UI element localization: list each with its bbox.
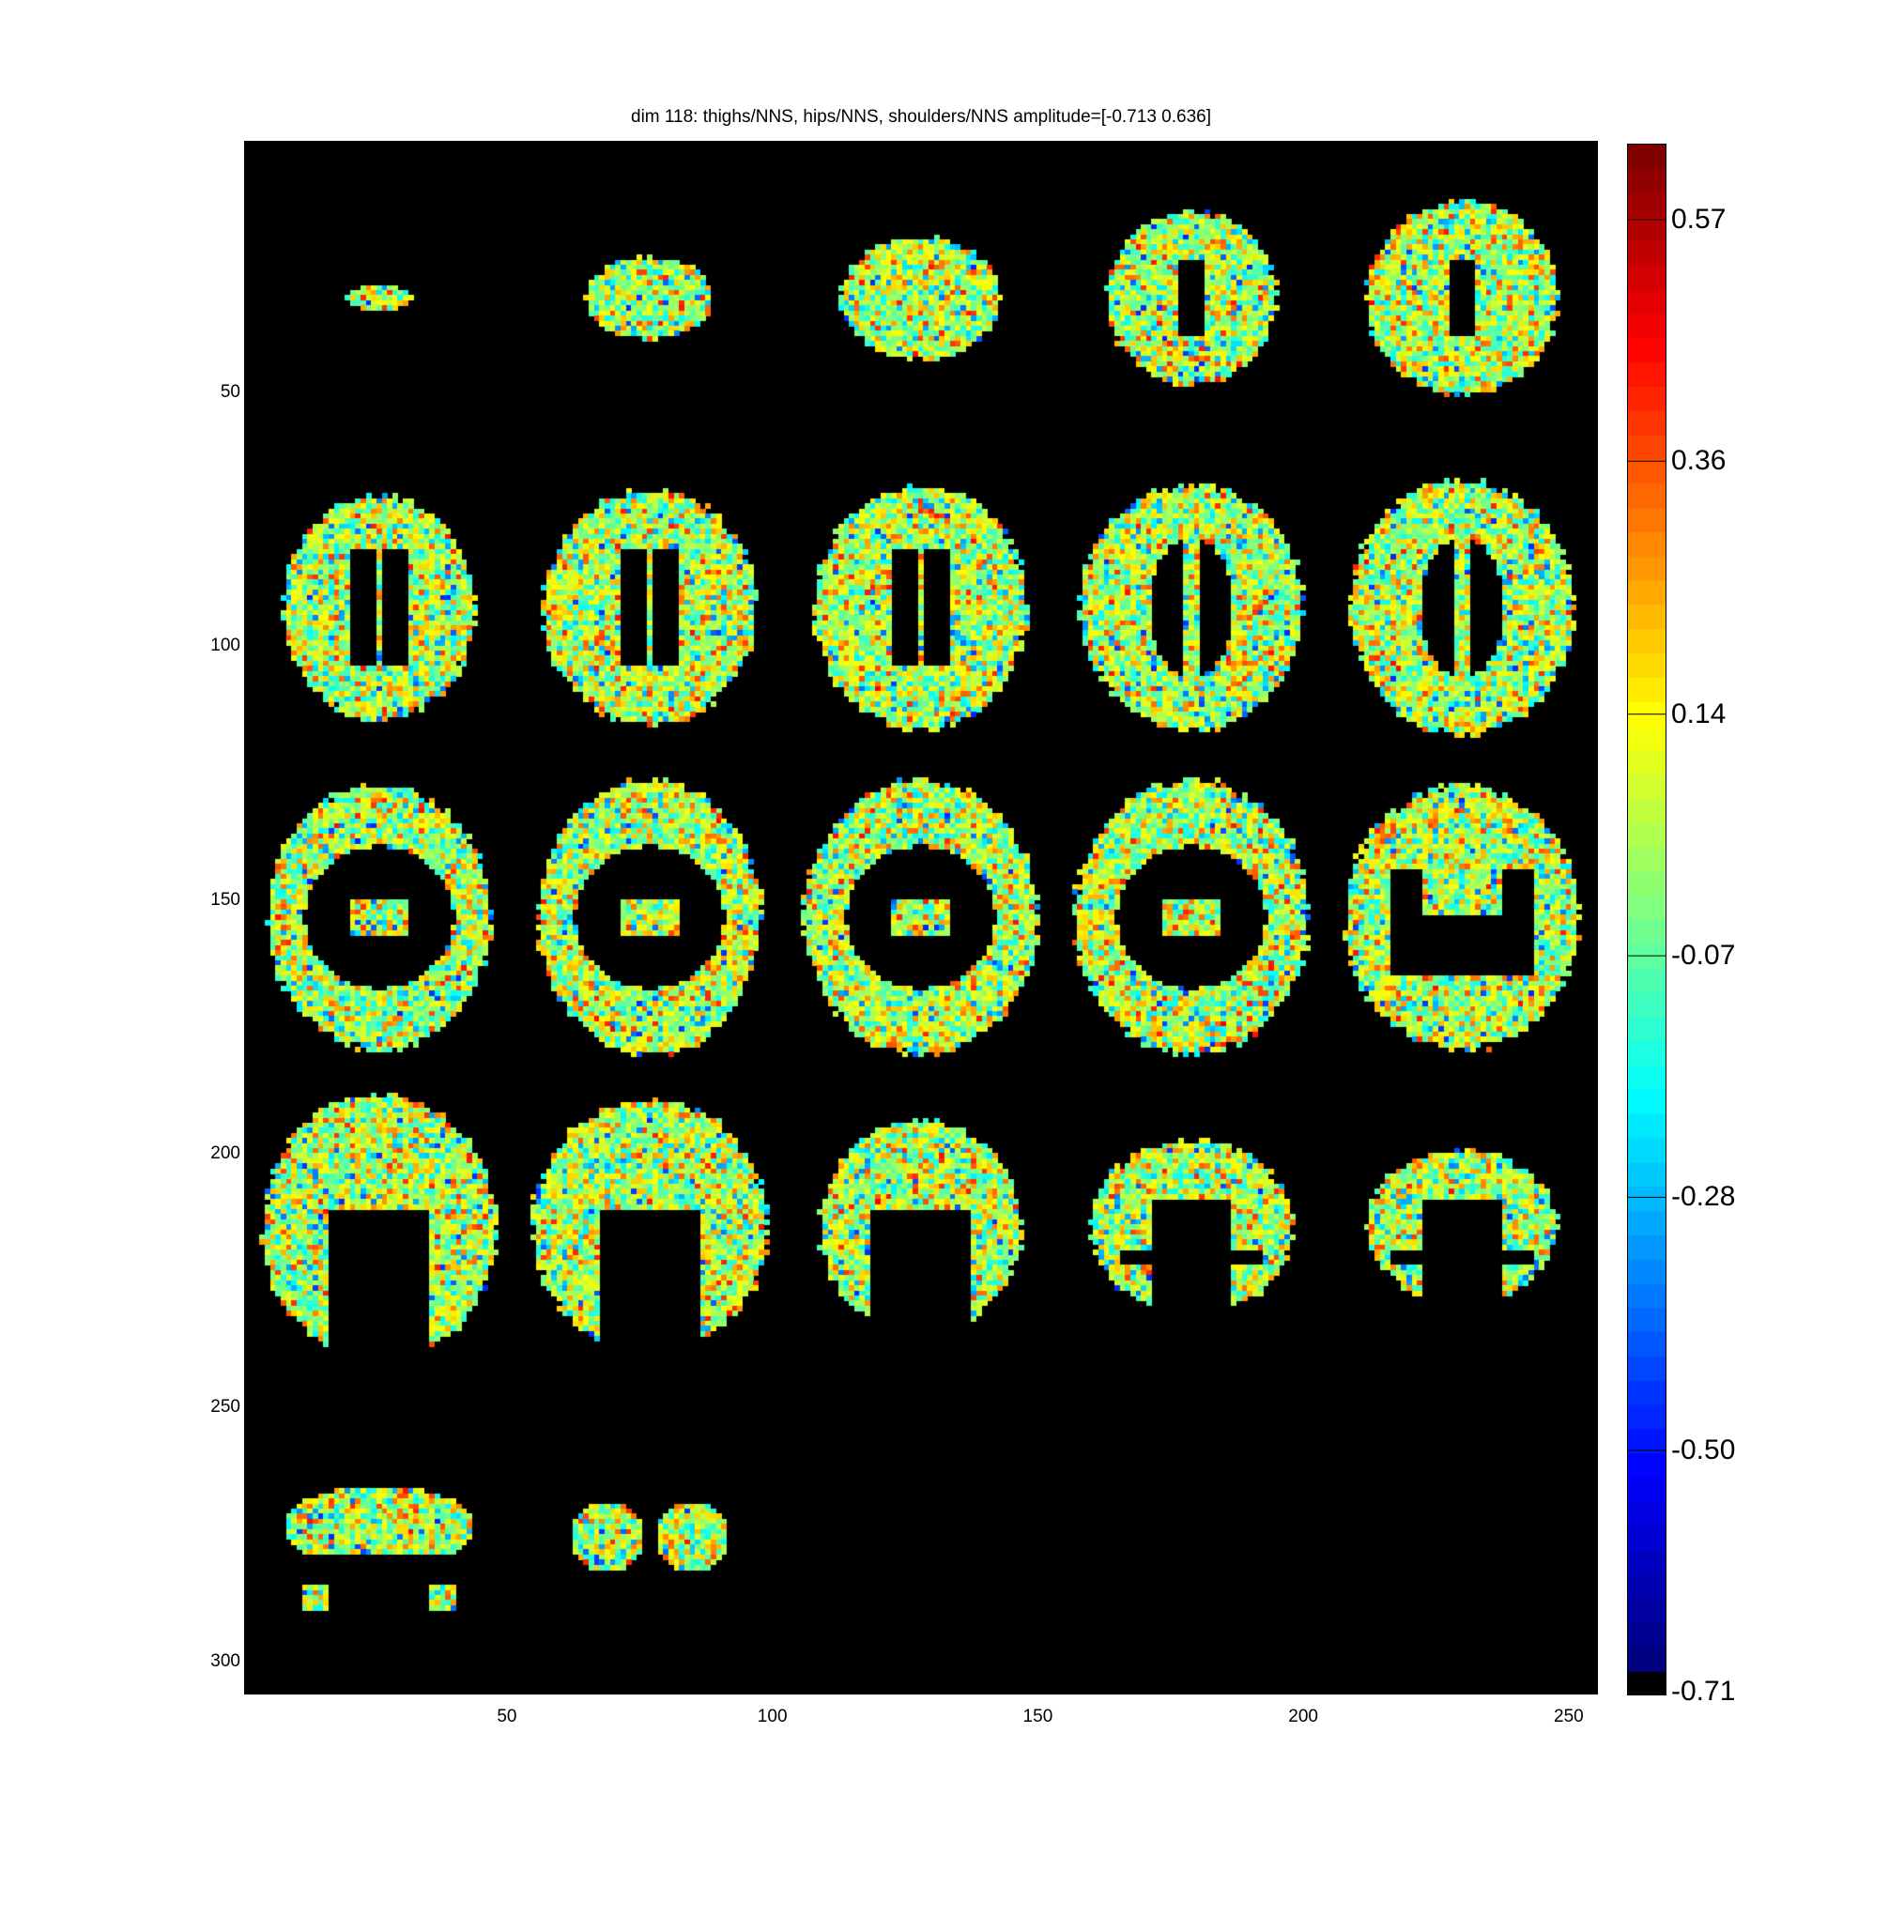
- colorbar-segment: [1627, 240, 1666, 266]
- colorbar-segment: [1627, 1186, 1666, 1212]
- colorbar: [1627, 144, 1666, 1695]
- colorbar-segment: [1627, 895, 1666, 921]
- colorbar-segment: [1627, 337, 1666, 363]
- colorbar-segment: [1627, 822, 1666, 848]
- chart-title: dim 118: thighs/NNS, hips/NNS, shoulders…: [631, 107, 1211, 127]
- colorbar-segment: [1627, 749, 1666, 775]
- colorbar-segment: [1627, 968, 1666, 993]
- colorbar-segment: [1627, 1331, 1666, 1357]
- colorbar-segment: [1627, 652, 1666, 678]
- colorbar-segment: [1627, 628, 1666, 653]
- colorbar-segment: [1627, 313, 1666, 339]
- colorbar-segment: [1627, 1065, 1666, 1090]
- colorbar-segment: [1627, 677, 1666, 702]
- brain-mosaic-axes: [244, 141, 1598, 1694]
- colorbar-border: [1627, 144, 1666, 1695]
- colorbar-segment: [1627, 1404, 1666, 1430]
- colorbar-segment: [1627, 507, 1666, 532]
- colorbar-segment: [1627, 1598, 1666, 1624]
- brain-slices-heatmap: [244, 141, 1598, 1694]
- colorbar-segment: [1627, 798, 1666, 823]
- y-tick-label: 50: [220, 381, 240, 402]
- y-tick-label: 300: [210, 1650, 240, 1671]
- colorbar-segment: [1627, 1550, 1666, 1575]
- colorbar-segment: [1627, 1161, 1666, 1188]
- colorbar-segment: [1627, 1356, 1666, 1381]
- colorbar-segment: [1627, 1477, 1666, 1502]
- colorbar-segment: [1627, 288, 1666, 314]
- colorbar-tick-label: -0.07: [1671, 940, 1736, 972]
- colorbar-segment: [1627, 1647, 1666, 1672]
- colorbar-tick-label: -0.50: [1671, 1434, 1736, 1465]
- colorbar-segment: [1627, 167, 1666, 193]
- colorbar-segment: [1627, 1428, 1666, 1454]
- y-tick-label: 200: [210, 1142, 240, 1163]
- colorbar-tick-label: -0.28: [1671, 1181, 1736, 1213]
- x-tick-label: 200: [1288, 1707, 1318, 1726]
- colorbar-segment: [1627, 774, 1666, 799]
- colorbar-segment: [1627, 1501, 1666, 1526]
- x-tick-label: 250: [1554, 1707, 1584, 1726]
- colorbar-segment: [1627, 410, 1666, 436]
- colorbar-segment: [1627, 192, 1666, 218]
- colorbar-segment: [1627, 1259, 1666, 1284]
- x-tick-label: 100: [757, 1707, 788, 1726]
- colorbar-segment: [1627, 1137, 1666, 1163]
- x-tick-label: 50: [497, 1707, 517, 1726]
- colorbar-segment: [1627, 919, 1666, 944]
- colorbar-segment: [1627, 1016, 1666, 1042]
- colorbar-segment: [1627, 579, 1666, 606]
- colorbar-segment: [1627, 216, 1666, 241]
- colorbar-segment: [1627, 1380, 1666, 1405]
- colorbar-segment: [1627, 1622, 1666, 1648]
- colorbar-segment: [1627, 144, 1666, 169]
- colorbar-segment: [1627, 556, 1666, 581]
- colorbar-segment: [1627, 1671, 1666, 1695]
- colorbar-segment: [1627, 531, 1666, 557]
- colorbar-segment: [1627, 386, 1666, 411]
- colorbar-segment: [1627, 604, 1666, 630]
- colorbar-segment: [1627, 361, 1666, 387]
- colorbar-segment: [1627, 265, 1666, 290]
- colorbar-tick-label: 0.36: [1671, 445, 1727, 477]
- y-tick-label: 250: [210, 1397, 240, 1418]
- colorbar-tick-label: 0.14: [1671, 698, 1727, 729]
- colorbar-segment: [1627, 1210, 1666, 1235]
- colorbar-segment: [1627, 458, 1666, 484]
- x-tick-label: 150: [1022, 1707, 1053, 1726]
- y-tick-label: 100: [210, 636, 240, 656]
- colorbar-segment: [1627, 1573, 1666, 1600]
- colorbar-segment: [1627, 1526, 1666, 1551]
- colorbar-tick-label: -0.71: [1671, 1676, 1736, 1708]
- colorbar-segment: [1627, 991, 1666, 1018]
- colorbar-segment: [1627, 1282, 1666, 1309]
- colorbar-segment: [1627, 701, 1666, 727]
- colorbar-tick-label: 0.57: [1671, 203, 1727, 235]
- colorbar-segment: [1627, 1113, 1666, 1139]
- y-tick-label: 150: [210, 889, 240, 910]
- colorbar-segment: [1627, 725, 1666, 751]
- colorbar-segment: [1627, 434, 1666, 460]
- colorbar-segment: [1627, 483, 1666, 509]
- colorbar-segment: [1627, 847, 1666, 872]
- colorbar-segment: [1627, 1040, 1666, 1066]
- colorbar-segment: [1627, 1234, 1666, 1260]
- colorbar-segment: [1627, 1089, 1666, 1114]
- colorbar-segment: [1627, 870, 1666, 897]
- colorbar-segment: [1627, 1307, 1666, 1333]
- colorbar-segment: [1627, 1452, 1666, 1479]
